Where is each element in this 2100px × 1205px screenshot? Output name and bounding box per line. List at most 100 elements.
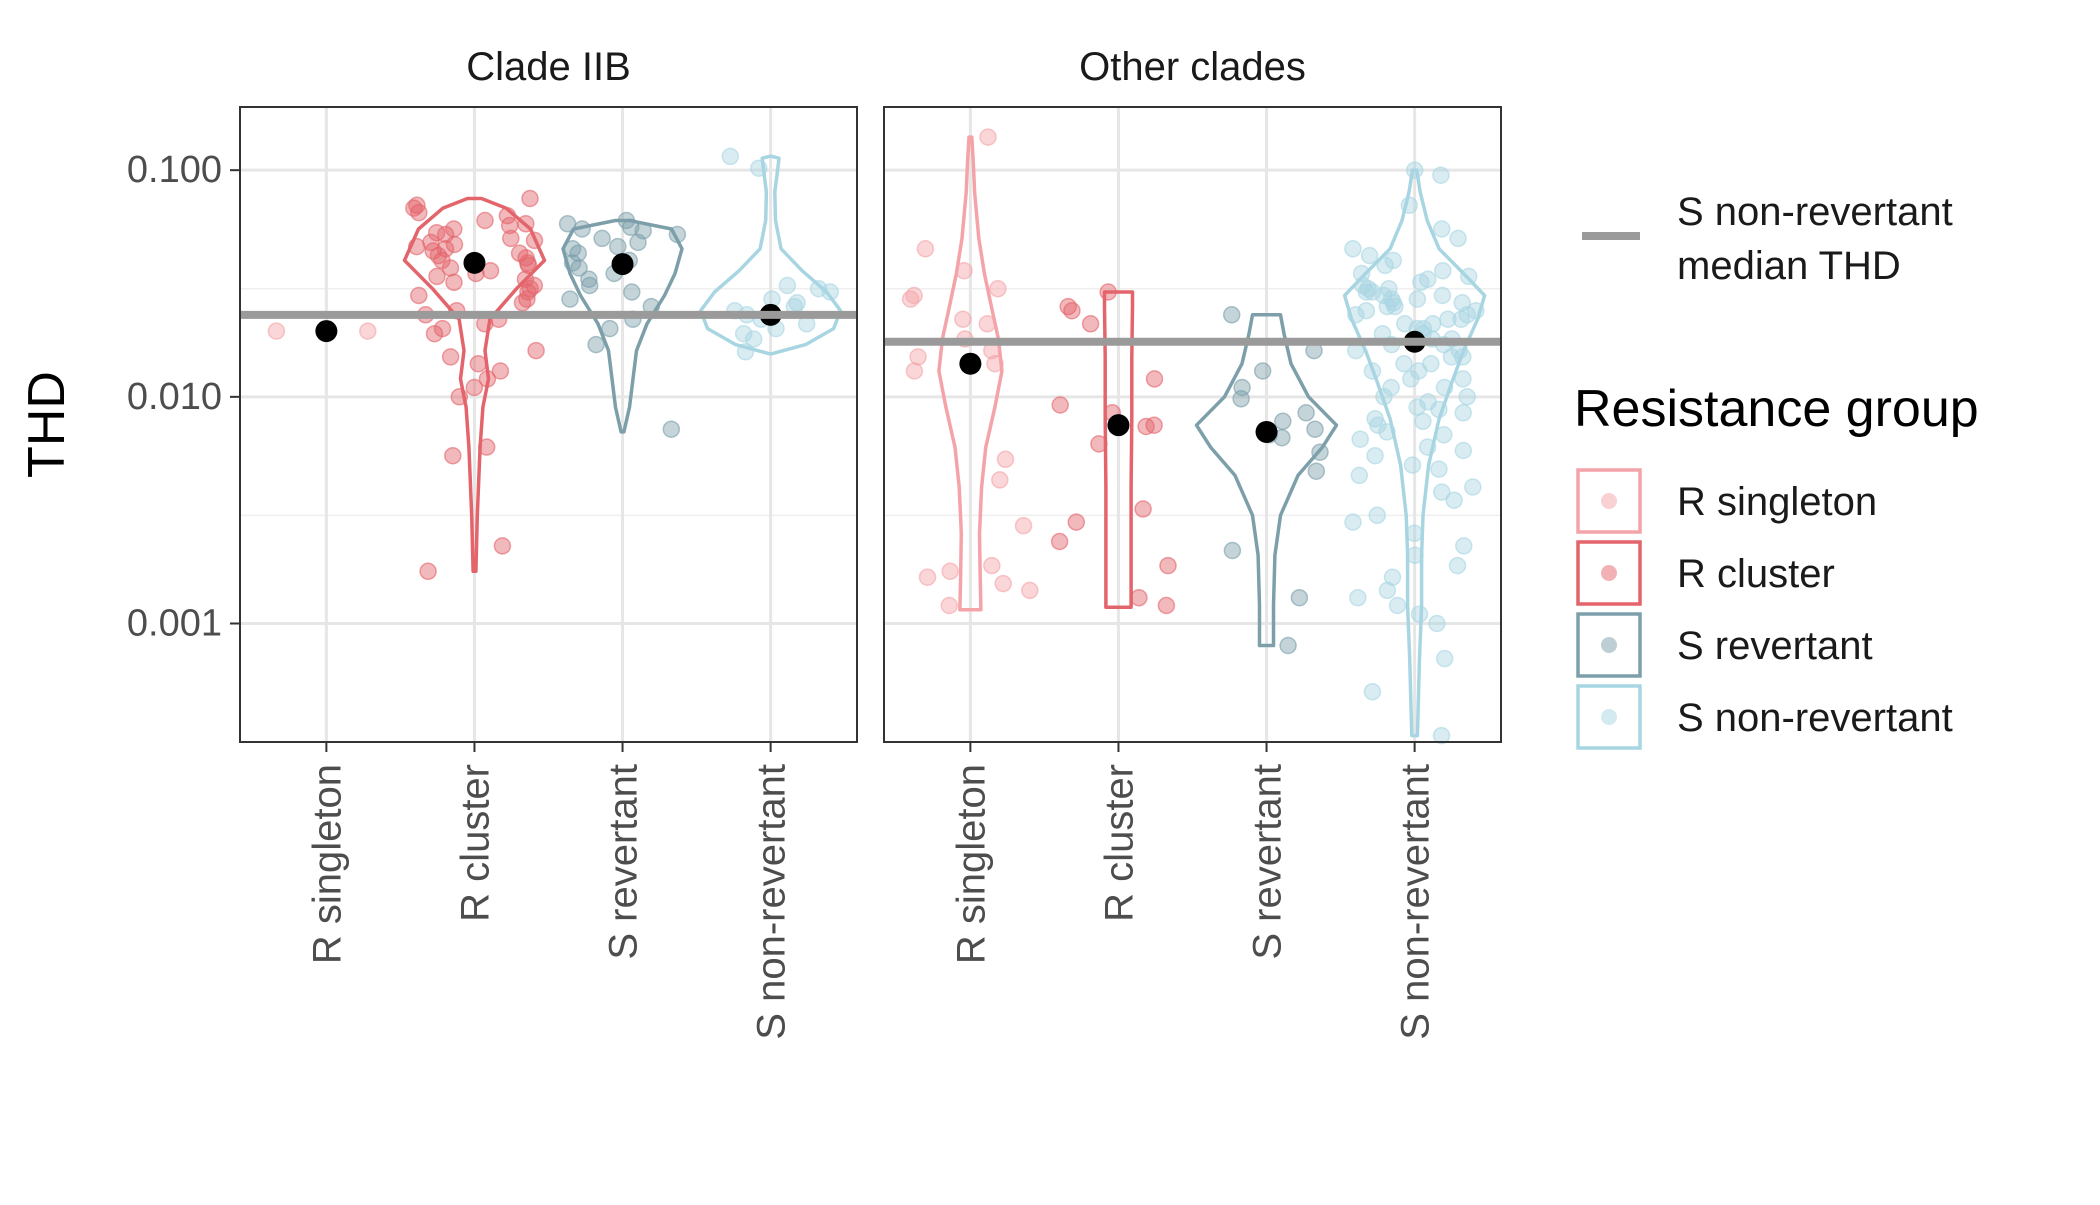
data-point	[744, 330, 763, 348]
x-tick-label: R singleton	[949, 764, 993, 964]
x-tick-label: S non-revertant	[1394, 764, 1438, 1040]
data-point	[521, 189, 539, 208]
data-point	[721, 147, 740, 166]
data-point	[593, 229, 611, 248]
data-point	[1412, 273, 1430, 292]
data-point	[1408, 290, 1427, 308]
data-point	[601, 319, 619, 338]
data-point	[1366, 446, 1384, 465]
legend-key-point	[1601, 637, 1617, 653]
data-point	[1405, 524, 1424, 543]
data-point	[1357, 301, 1376, 320]
data-point	[465, 378, 484, 397]
data-point	[1388, 596, 1407, 615]
data-point	[1458, 388, 1476, 406]
data-point	[1290, 588, 1309, 607]
y-tick-label: 0.100	[127, 149, 222, 191]
panel-background	[240, 107, 857, 742]
data-point	[1021, 581, 1039, 600]
data-point	[996, 450, 1015, 469]
legend-key-point	[1601, 565, 1617, 581]
data-point	[1363, 362, 1382, 380]
data-point	[668, 225, 687, 244]
x-tick-label: R cluster	[453, 764, 497, 922]
violin-outline	[937, 135, 1004, 612]
median-point	[463, 251, 486, 274]
data-point	[1378, 581, 1397, 600]
data-point	[821, 283, 839, 301]
group-s-non-revertant	[1342, 161, 1487, 745]
data-point	[1430, 400, 1448, 419]
x-tick-label: R singleton	[305, 764, 349, 964]
data-point	[1063, 301, 1081, 320]
data-point	[662, 420, 681, 438]
data-point	[1435, 426, 1453, 444]
data-point	[940, 596, 959, 615]
data-point	[527, 341, 545, 360]
legend-key	[1576, 612, 1642, 678]
data-point	[1454, 404, 1472, 422]
data-point	[1137, 417, 1155, 436]
data-point	[1051, 396, 1069, 414]
data-point	[905, 362, 924, 380]
data-point	[580, 276, 599, 295]
data-point	[978, 315, 997, 333]
data-point	[1448, 556, 1467, 575]
data-point	[1344, 513, 1362, 531]
data-point	[1433, 286, 1452, 305]
median-point	[1255, 420, 1278, 443]
data-point	[909, 348, 927, 366]
data-point	[623, 283, 641, 301]
violin-outline	[402, 196, 547, 574]
data-point	[1433, 220, 1451, 238]
data-point	[1279, 636, 1297, 655]
data-point	[1410, 605, 1429, 623]
data-point	[1375, 388, 1393, 406]
data-point	[1454, 441, 1473, 460]
data-point	[359, 322, 377, 340]
data-point	[1402, 370, 1420, 388]
data-point	[1434, 261, 1452, 280]
data-point	[1360, 246, 1379, 265]
group-s-revertant	[558, 211, 687, 438]
data-point	[609, 237, 627, 256]
data-point	[1369, 416, 1387, 434]
data-point	[1297, 404, 1315, 422]
data-point	[573, 220, 591, 238]
data-point	[1403, 456, 1422, 474]
data-point	[955, 261, 973, 280]
data-point	[1067, 513, 1086, 531]
group-s-revertant	[1194, 306, 1339, 655]
data-point	[561, 290, 579, 308]
data-point	[441, 348, 460, 366]
panel-clade-iib: Clade IIB R singleton R cluster S revertant…	[239, 45, 858, 1040]
data-point	[778, 276, 797, 295]
data-point	[481, 261, 500, 280]
legend-label: R cluster	[1677, 552, 1835, 596]
data-point	[1435, 649, 1454, 668]
data-point	[1400, 196, 1419, 215]
data-point	[994, 574, 1012, 593]
legend-reference-line-label: median THD	[1677, 244, 1901, 288]
data-point	[1449, 229, 1467, 248]
legend-key-point	[1601, 493, 1617, 509]
data-point	[1232, 390, 1250, 408]
data-point	[502, 229, 520, 248]
data-point	[580, 270, 598, 289]
data-point	[1351, 430, 1369, 448]
data-point	[1432, 166, 1450, 184]
data-point	[1134, 500, 1152, 518]
data-point	[493, 537, 512, 555]
data-point	[1464, 478, 1482, 496]
data-point	[1344, 240, 1362, 258]
data-point	[901, 290, 920, 308]
data-point	[407, 237, 426, 256]
data-point	[1363, 283, 1382, 301]
violin-outline	[1342, 168, 1487, 738]
data-point	[954, 310, 972, 328]
data-point	[1347, 306, 1365, 324]
data-point	[410, 286, 428, 305]
data-point	[1306, 420, 1324, 438]
data-point	[1222, 306, 1241, 324]
data-point	[941, 562, 959, 581]
